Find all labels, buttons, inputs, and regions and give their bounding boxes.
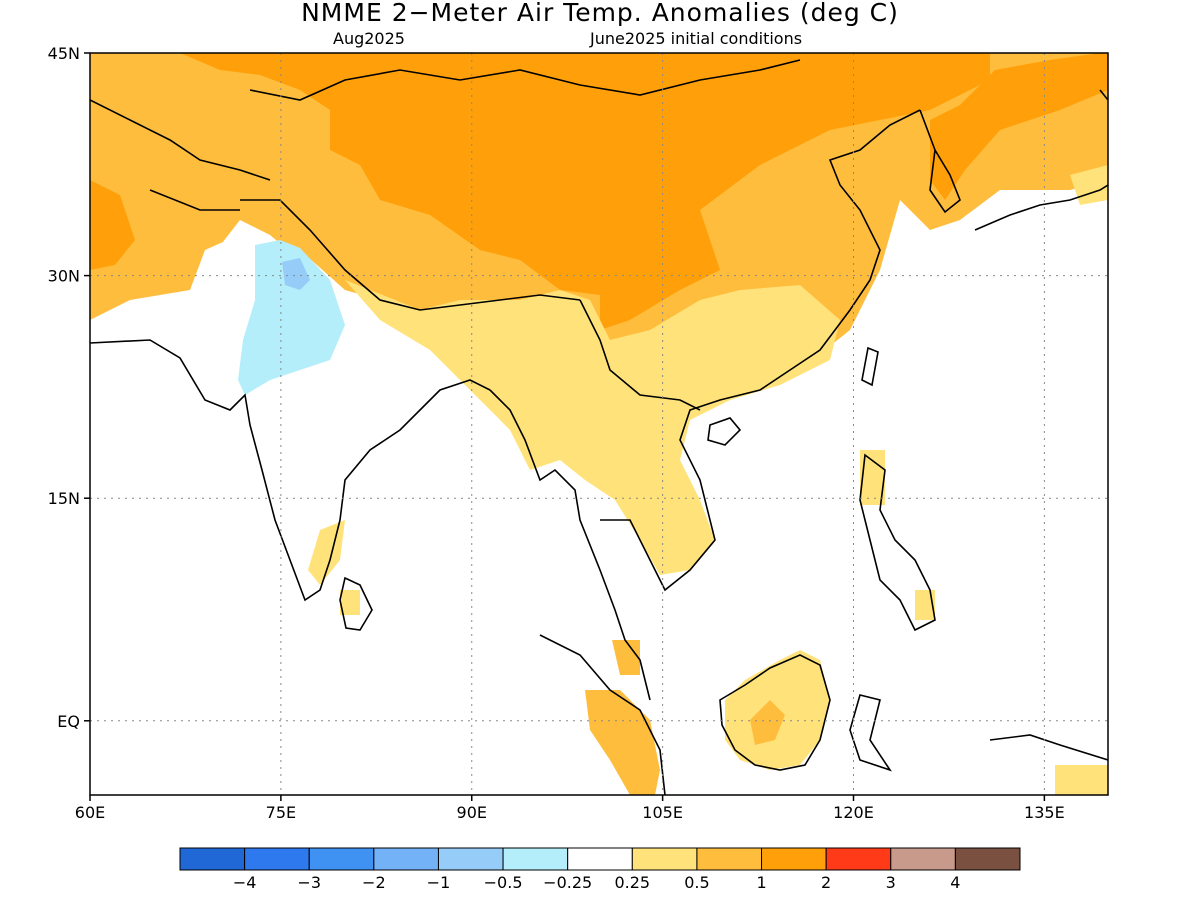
colorbar-label: 0.25: [614, 873, 650, 892]
colorbar-swatch: [890, 847, 956, 871]
colorbar-label: 0.5: [684, 873, 709, 892]
colorbar: −4 −3 −2 −1 −0.5 −0.25 0.25 0.5 1 2 3 4: [179, 847, 1021, 892]
anomaly-region-borneo-core: [750, 700, 785, 745]
border-central-asia: [90, 59, 801, 211]
lat-tick-label: EQ: [57, 712, 80, 731]
anomaly-region-japan: [1070, 165, 1108, 205]
coastlines: [90, 59, 1108, 795]
coastline-burma: [489, 389, 651, 701]
colorbar-label: −0.5: [484, 873, 523, 892]
initial-conditions: June2025 initial conditions: [590, 29, 803, 48]
lon-tick-label: 75E: [266, 803, 296, 822]
coastline-philippines: [859, 453, 936, 632]
colorbar-swatch: [825, 847, 892, 871]
colorbar-swatch: [631, 847, 698, 871]
gridlines: [90, 53, 1108, 795]
coastline-taiwan: [861, 346, 879, 387]
anomaly-region-mindanao: [915, 590, 935, 620]
anomaly-region-dark-orange-korea: [930, 53, 1108, 200]
border-himalaya: [240, 199, 581, 311]
coastline-sulawesi: [849, 694, 892, 772]
coastline-india: [90, 339, 491, 602]
colorbar-swatch: [567, 847, 633, 871]
colorbar-swatch: [308, 847, 375, 871]
colorbar-label: 2: [821, 873, 831, 892]
colorbar-label: −4: [233, 873, 257, 892]
colorbar-swatch: [502, 847, 569, 871]
lat-tick-label: 30N: [48, 267, 80, 286]
anomaly-region-blue: [282, 258, 310, 290]
anomaly-region-yellow: [345, 280, 840, 575]
colorbar-swatch: [244, 847, 310, 871]
lat-tick-label: 15N: [48, 489, 80, 508]
lon-axis: 60E 75E 90E 105E 120E 135E: [75, 795, 1065, 822]
colorbar-swatch: [373, 847, 439, 871]
colorbar-label: 1: [756, 873, 766, 892]
lon-tick-label: 90E: [457, 803, 487, 822]
colorbar-label: −1: [427, 873, 451, 892]
colorbar-label: 4: [950, 873, 960, 892]
colorbar-swatch: [954, 847, 1021, 871]
colorbar-swatch: [761, 847, 827, 871]
anomaly-region-dark-orange: [180, 53, 990, 330]
coastline-newguinea: [989, 734, 1108, 761]
anomaly-fields: [90, 53, 1108, 795]
colorbar-swatch: [437, 847, 504, 871]
colorbar-label: −2: [362, 873, 386, 892]
colorbar-swatch: [696, 847, 763, 871]
anomaly-region-dark-orange-west: [90, 180, 135, 270]
colorbar-swatch: [179, 847, 246, 871]
lon-tick-label: 60E: [75, 803, 105, 822]
lon-tick-label: 135E: [1024, 803, 1065, 822]
map-frame: [89, 52, 1109, 796]
anomaly-region-sumatra: [585, 690, 660, 795]
coastline-indochina: [600, 109, 921, 592]
lon-tick-label: 120E: [833, 803, 874, 822]
colorbar-label: −3: [297, 873, 321, 892]
coastline-borneo: [719, 654, 831, 771]
lon-tick-label: 105E: [642, 803, 683, 822]
coastline-srilanka: [339, 576, 373, 631]
border-china-south: [579, 299, 701, 411]
coastline-hainan: [707, 417, 742, 446]
anomaly-region-malaya: [612, 640, 640, 675]
colorbar-label: 3: [886, 873, 896, 892]
forecast-month: Aug2025: [333, 29, 405, 48]
anomaly-region-papua: [1055, 765, 1108, 795]
anomaly-region-philippines: [860, 450, 885, 505]
lat-tick-label: 45N: [48, 44, 80, 63]
anomaly-region-neutral-india: [90, 220, 680, 795]
coastline-sumatra: [539, 634, 666, 795]
map-title: NMME 2−Meter Air Temp. Anomalies (deg C): [301, 0, 899, 27]
lat-axis: 45N 30N 15N EQ: [48, 44, 90, 731]
colorbar-label: −0.25: [543, 873, 592, 892]
anomaly-region-light-blue: [238, 240, 345, 395]
anomaly-region-srilanka: [340, 590, 360, 615]
coastline-korea: [919, 109, 961, 214]
coastline-japan: [974, 89, 1108, 231]
